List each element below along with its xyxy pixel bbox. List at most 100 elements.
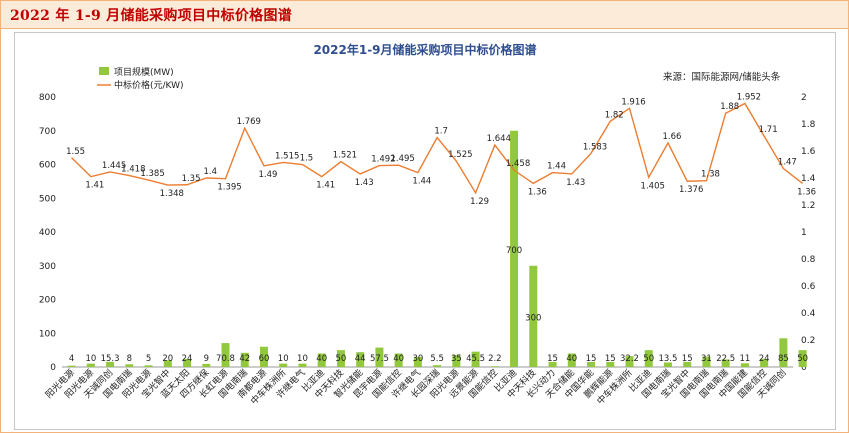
bar xyxy=(433,365,442,367)
bar-value-label: 10 xyxy=(278,354,289,364)
chart-container: 2022年1-9月储能采购项目中标价格图谱 来源：国际能源网/储能头条 项目规模… xyxy=(14,32,836,430)
line-value-label: 1.445 xyxy=(102,161,126,171)
bar xyxy=(529,265,538,367)
bar xyxy=(221,343,230,367)
y-left-tick-label: 100 xyxy=(39,329,56,339)
line-value-label: 1.55 xyxy=(66,147,85,157)
line-value-label: 1.405 xyxy=(641,181,665,191)
y-left-tick-label: 400 xyxy=(39,228,56,238)
bar xyxy=(683,361,692,367)
bar-value-label: 10 xyxy=(85,354,96,364)
page-header: 2022 年 1-9 月储能采购项目中标价格图谱 xyxy=(1,1,848,29)
line-value-label: 1.36 xyxy=(528,187,547,197)
bar xyxy=(356,352,365,367)
line-value-label: 1.376 xyxy=(679,185,703,195)
bar-labels: 4 10 15.3 8 5 20 24 9 70.8 42 60 10 10 40 50 44 57.5 40 30… xyxy=(69,246,808,364)
bar-value-label: 85 xyxy=(778,354,789,364)
y-right-tick-label: 2 xyxy=(801,93,807,103)
bar-value-label: 24 xyxy=(182,354,193,364)
bar-value-label: 60 xyxy=(259,354,270,364)
bar-value-label: 42 xyxy=(239,354,250,364)
line-value-label: 1.7 xyxy=(434,127,448,137)
legend-swatch-bar xyxy=(99,67,109,75)
bar xyxy=(317,353,326,367)
bar xyxy=(375,347,384,367)
page-title: 2022 年 1-9 月储能采购项目中标价格图谱 xyxy=(10,8,293,24)
bar-value-label: 40 xyxy=(393,354,404,364)
bar-value-label: 15 xyxy=(586,354,597,364)
bar-value-label: 32.2 xyxy=(620,354,639,364)
bar-value-label: 15 xyxy=(547,354,558,364)
bar xyxy=(67,365,76,367)
bar xyxy=(490,366,499,367)
bar-value-label: 44 xyxy=(355,354,366,364)
line-value-label: 1.515 xyxy=(275,151,299,161)
y-right-tick-label: 0 xyxy=(801,363,807,373)
line-value-label: 1.43 xyxy=(566,178,585,188)
bar-value-label: 70.8 xyxy=(216,354,235,364)
line-value-label: 1.385 xyxy=(140,169,164,179)
line-value-label: 1.35 xyxy=(182,174,201,184)
y-right-tick-label: 1.2 xyxy=(801,201,815,211)
bar-value-label: 40 xyxy=(566,354,577,364)
line-value-label: 1.418 xyxy=(121,165,145,175)
bar-value-label: 15.3 xyxy=(101,354,120,364)
bar-value-label: 4 xyxy=(69,354,74,364)
bar xyxy=(721,359,730,367)
bar xyxy=(413,356,422,367)
bar-value-label: 15 xyxy=(682,354,693,364)
price-line xyxy=(71,102,804,195)
bar xyxy=(452,355,461,367)
bar-value-label: 50 xyxy=(643,354,654,364)
y-right-tick-label: 0.4 xyxy=(801,309,816,319)
line-value-label: 1.47 xyxy=(778,158,797,168)
line-value-label: 1.769 xyxy=(237,117,261,127)
bar xyxy=(336,350,345,367)
bar-value-label: 50 xyxy=(797,354,808,364)
bar-value-label: 10 xyxy=(297,354,308,364)
bar-value-label: 57.5 xyxy=(370,354,389,364)
y-left-tick-label: 700 xyxy=(39,127,56,137)
bar-value-label: 15 xyxy=(605,354,616,364)
line-labels: 1.551.411.4451.4181.3851.3481.351.41.395… xyxy=(66,92,816,206)
line-value-label: 1.492 xyxy=(371,155,395,165)
bar-value-label: 50 xyxy=(336,354,347,364)
bar-value-label: 24 xyxy=(759,354,770,364)
line-value-label: 1.4 xyxy=(204,167,218,177)
bar xyxy=(183,358,192,367)
line-value-label: 1.44 xyxy=(412,177,431,187)
bar-value-label: 300 xyxy=(525,313,541,323)
bar xyxy=(125,364,134,367)
y-right-tick-label: 1 xyxy=(801,228,807,238)
bar-value-label: 5.5 xyxy=(430,354,444,364)
y-right-tick-label: 0.2 xyxy=(801,336,815,346)
bar-value-label: 5 xyxy=(146,354,151,364)
y-left-tick-label: 800 xyxy=(39,93,56,103)
line-value-label: 1.644 xyxy=(487,134,511,144)
bar-value-label: 22.5 xyxy=(716,354,735,364)
bar xyxy=(163,360,172,367)
y-right-tick-label: 0.6 xyxy=(801,282,816,292)
bar xyxy=(298,363,307,367)
line-value-label: 1.495 xyxy=(390,154,414,164)
bar-value-label: 45.5 xyxy=(466,354,485,364)
bar xyxy=(644,350,653,367)
line-value-label: 1.66 xyxy=(662,132,681,142)
bar-value-label: 9 xyxy=(204,354,209,364)
bar xyxy=(567,353,576,367)
line-value-label: 1.916 xyxy=(621,97,645,107)
line-value-label: 1.44 xyxy=(547,162,566,172)
bar-value-label: 2.2 xyxy=(488,354,502,364)
line-series xyxy=(71,102,804,195)
bar xyxy=(606,361,615,367)
line-value-label: 1.521 xyxy=(333,151,357,161)
chart-legend: 项目规模(MW) 中标价格(元/KW) xyxy=(97,67,184,91)
line-value-label: 1.82 xyxy=(605,110,624,120)
line-value-label: 1.583 xyxy=(583,142,607,152)
bar-value-label: 8 xyxy=(127,354,132,364)
bar xyxy=(702,356,711,367)
bar xyxy=(510,130,519,367)
line-value-label: 1.5 xyxy=(300,154,314,164)
y-right-tick-label: 1.4 xyxy=(801,174,816,184)
